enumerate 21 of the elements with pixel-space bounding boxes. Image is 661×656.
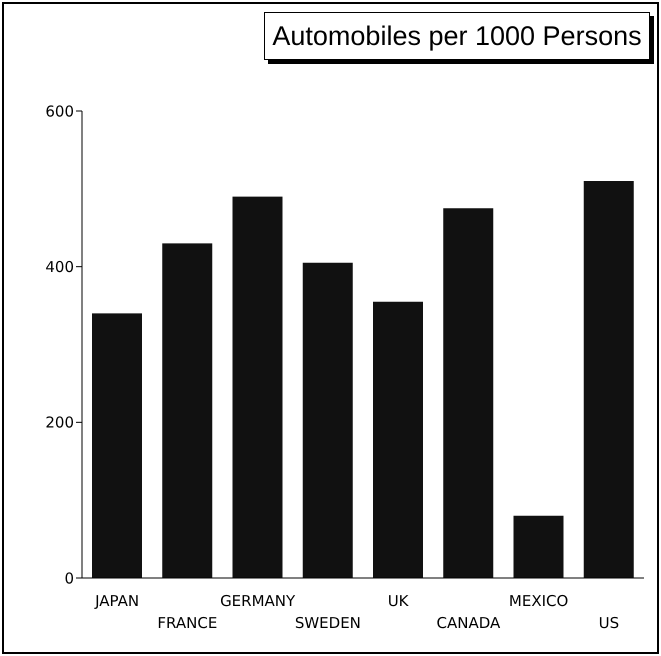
bar	[514, 516, 564, 578]
x-tick-label: US	[598, 614, 620, 632]
bar	[443, 208, 494, 578]
y-tick-label: 0	[64, 569, 74, 588]
bar	[302, 262, 353, 578]
chart-title: Automobiles per 1000 Persons	[264, 12, 650, 60]
y-tick-label: 400	[45, 258, 74, 276]
y-tick-label: 200	[45, 414, 74, 432]
x-tick-label: CANADA	[436, 614, 501, 632]
bar	[162, 243, 212, 578]
x-tick-label: FRANCE	[157, 614, 218, 632]
bar	[584, 181, 634, 578]
bar	[232, 196, 282, 578]
x-tick-label: JAPAN	[94, 592, 140, 610]
bar	[373, 302, 423, 578]
x-tick-label: GERMANY	[220, 592, 296, 610]
x-tick-label: SWEDEN	[294, 614, 361, 632]
x-tick-label: UK	[388, 592, 410, 610]
bar	[92, 313, 142, 578]
x-tick-label: MEXICO	[508, 592, 568, 610]
y-tick-label: 600	[45, 102, 74, 120]
